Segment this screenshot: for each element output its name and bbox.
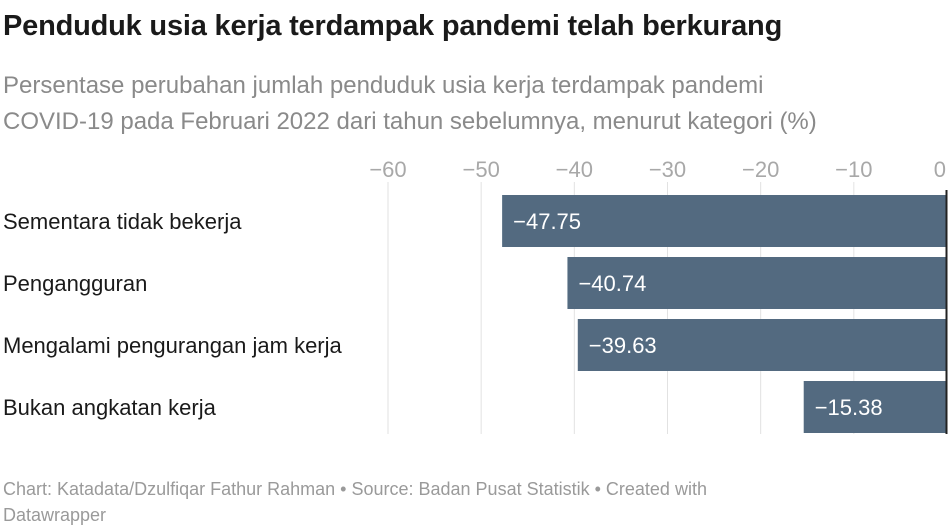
bar [502, 195, 947, 247]
chart-title: Penduduk usia kerja terdampak pandemi te… [3, 10, 783, 42]
x-tick-label: −20 [742, 157, 779, 182]
bar-value-label: −47.75 [513, 209, 581, 234]
chart-footer: Chart: Katadata/Dzulfiqar Fathur Rahman … [3, 476, 948, 528]
category-label: Bukan angkatan kerja [3, 395, 217, 420]
x-tick-label: −30 [649, 157, 686, 182]
x-tick-label: −40 [556, 157, 593, 182]
subtitle-line-1: Persentase perubahan jumlah penduduk usi… [3, 72, 764, 99]
subtitle-line-2: COVID-19 pada Februari 2022 dari tahun s… [3, 108, 817, 135]
bar [803, 381, 947, 433]
x-tick-label: 0 [934, 157, 946, 182]
footer-line-1: Chart: Katadata/Dzulfiqar Fathur Rahman … [3, 479, 707, 499]
bar-value-label: −15.38 [815, 395, 883, 420]
bar [567, 257, 947, 309]
bar-chart: −60 −50 −40 −30 −20 −10 0 −47.75 Sementara tidak… [3, 157, 948, 434]
x-tick-label: −60 [369, 157, 406, 182]
chart-subtitle: Persentase perubahan jumlah penduduk usi… [3, 68, 948, 140]
category-label: Mengalami pengurangan jam kerja [3, 333, 343, 358]
bar [577, 319, 947, 371]
category-label: Pengangguran [3, 271, 147, 296]
footer-line-2: Datawrapper [3, 505, 107, 525]
bar-value-label: −40.74 [578, 271, 646, 296]
x-tick-label: −50 [463, 157, 500, 182]
bar-value-label: −39.63 [589, 333, 657, 358]
category-label: Sementara tidak bekerja [3, 209, 242, 234]
x-tick-label: −10 [835, 157, 872, 182]
